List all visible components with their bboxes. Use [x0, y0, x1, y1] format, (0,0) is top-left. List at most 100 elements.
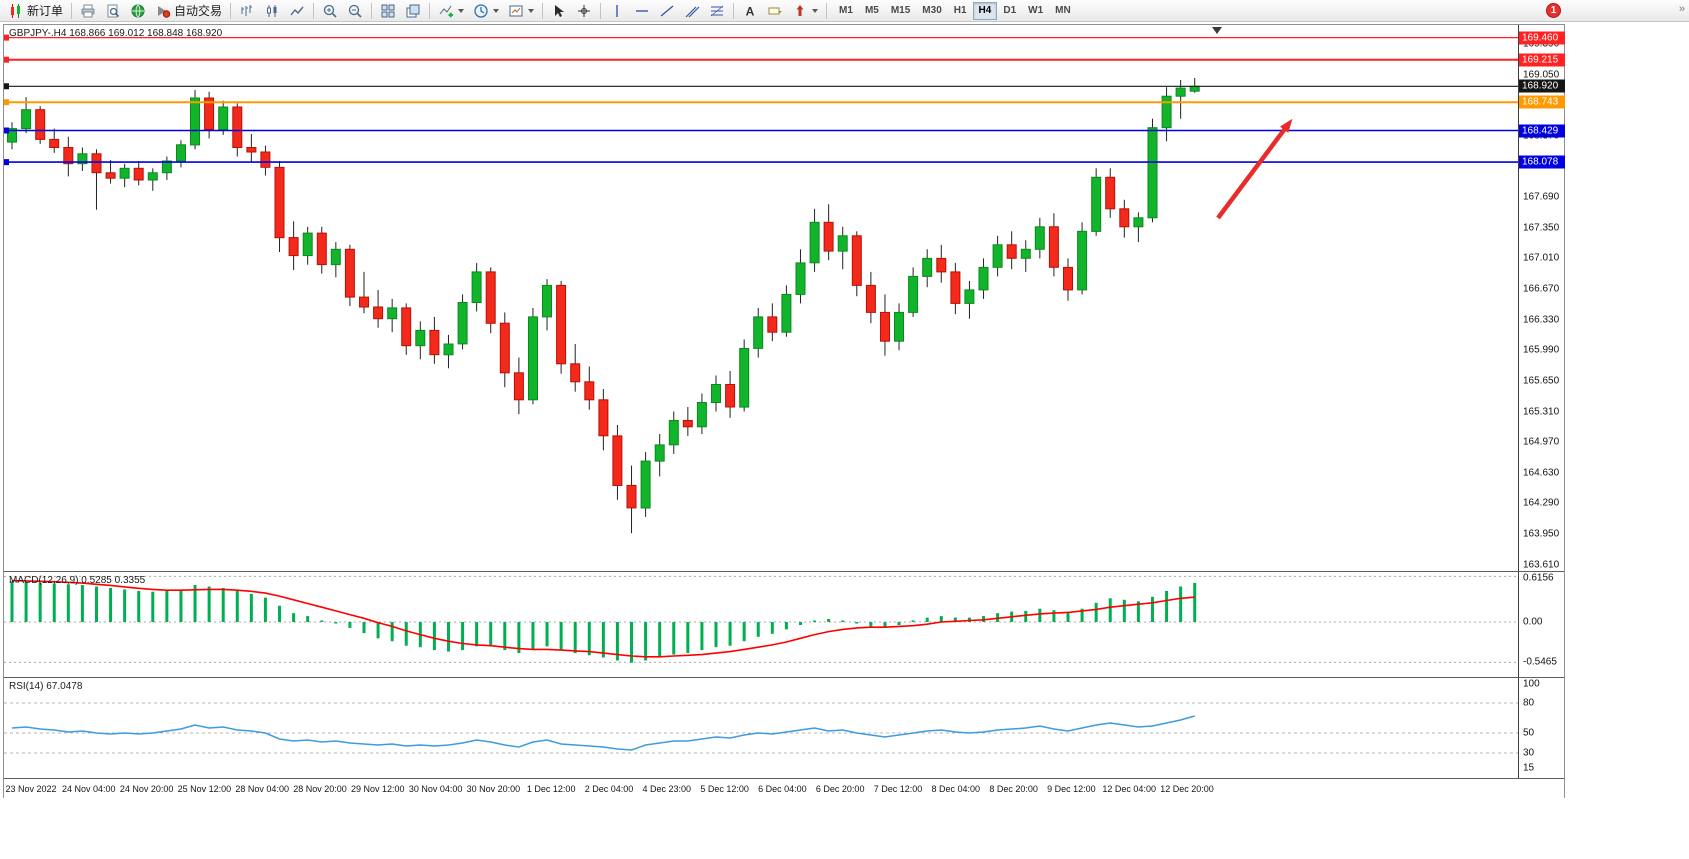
macd-tick-label: 0.6156 [1523, 572, 1554, 584]
time-tick-label: 1 Dec 12:00 [526, 784, 576, 794]
indicators-button[interactable] [434, 1, 468, 21]
printer-icon [80, 3, 96, 19]
periods-button[interactable] [469, 1, 503, 21]
price-tick-label: 167.010 [1523, 252, 1560, 264]
tile-windows-button[interactable] [376, 1, 400, 21]
timeframe-h4-button[interactable]: H4 [972, 1, 998, 20]
print-button[interactable] [76, 1, 100, 21]
crosshair-tool-button[interactable] [572, 1, 596, 21]
time-tick-label: 28 Nov 20:00 [293, 784, 347, 794]
toolbar-overflow-icon[interactable]: » [1678, 3, 1685, 15]
time-tick-label: 8 Dec 04:00 [931, 784, 981, 794]
text-icon: A [742, 3, 758, 19]
toolbar-separator [733, 2, 735, 19]
time-tick-label: 23 Nov 2022 [5, 784, 57, 794]
rsi-line [11, 715, 1195, 751]
main-chart-pane[interactable]: GBPJPY-.H4 168.866 169.012 168.848 168.9… [4, 25, 1565, 571]
timeframe-m5-button[interactable]: M5 [864, 5, 879, 16]
timeframe-m30-button[interactable]: M30 [922, 5, 942, 16]
template-icon [508, 3, 524, 19]
text-label-tool-button[interactable] [763, 1, 787, 21]
cascade-windows-button[interactable] [401, 1, 425, 21]
label-icon [767, 3, 783, 19]
macd-axis: 0.6156 0.00 -0.5465 [1518, 572, 1564, 677]
notification-badge[interactable]: 1 [1546, 3, 1561, 18]
timeframe-toolbar: M1 M5 M15 M30 H1 H4 D1 W1 MN [833, 1, 1077, 20]
price-tick-label: 165.990 [1523, 344, 1560, 356]
hline-handle [4, 99, 9, 106]
hline-handle [4, 83, 9, 90]
arrows-tool-button[interactable] [788, 1, 822, 21]
pane-splitter[interactable] [4, 677, 1564, 678]
time-tick-label: 9 Dec 12:00 [1047, 784, 1096, 794]
timeframe-d1-button[interactable]: D1 [1003, 5, 1017, 16]
zoom-in-button[interactable] [318, 1, 342, 21]
cursor-tool-button[interactable] [547, 1, 571, 21]
auto-trading-button[interactable]: 自动交易 [151, 1, 226, 21]
candle-bodies [7, 85, 1200, 509]
templates-button[interactable] [504, 1, 538, 21]
toolbar-separator [371, 2, 373, 19]
community-button[interactable] [126, 1, 150, 21]
price-tick-label: 164.970 [1523, 436, 1560, 448]
timeframe-m1-button[interactable]: M1 [839, 5, 853, 16]
arrow-shapes-icon [792, 3, 808, 19]
clock-icon [473, 3, 489, 19]
candlestick-chart-icon [264, 3, 280, 19]
trendline-icon [659, 3, 675, 19]
cursor-icon [551, 3, 567, 19]
timeframe-m15-button[interactable]: M15 [890, 5, 911, 16]
vertical-line-tool-button[interactable] [605, 1, 629, 21]
time-tick-label: 25 Nov 12:00 [177, 784, 232, 794]
time-tick-label: 7 Dec 12:00 [873, 784, 923, 794]
toolbar-separator [313, 2, 315, 19]
print-preview-icon [105, 3, 121, 19]
periods-caret-icon [493, 8, 500, 13]
candlestick-plot[interactable] [4, 25, 1519, 571]
timeframe-w1-button[interactable]: W1 [1028, 5, 1044, 16]
toolbar-separator [600, 2, 602, 19]
price-line-label: 168.429 [1519, 124, 1565, 137]
new-order-button[interactable]: 新订单 [4, 1, 67, 21]
toolbar-separator [542, 2, 544, 19]
timeframe-mn-button[interactable]: MN [1055, 5, 1071, 16]
zoom-in-icon [322, 3, 338, 19]
channel-tool-button[interactable] [680, 1, 704, 21]
cascade-windows-icon [405, 3, 421, 19]
pane-splitter [4, 778, 1564, 779]
time-tick-label: 12 Dec 20:00 [1160, 784, 1214, 794]
price-line-label: 169.215 [1519, 53, 1565, 67]
channel-icon [684, 3, 700, 19]
macd-plot [4, 575, 1519, 663]
time-tick-label: 29 Nov 12:00 [351, 784, 405, 794]
trend-arrow-head [1280, 118, 1293, 133]
toolbar-separator [71, 2, 73, 19]
horizontal-line-tool-button[interactable] [630, 1, 654, 21]
fibonacci-icon [709, 3, 725, 19]
price-tick-label: 166.670 [1523, 283, 1560, 295]
toolbar-separator [429, 2, 431, 19]
pane-splitter[interactable] [4, 571, 1564, 572]
auto-trading-icon [155, 3, 171, 19]
print-preview-button[interactable] [101, 1, 125, 21]
rsi-pane[interactable]: RSI(14) 67.0478 100 80 50 30 15 [4, 678, 1564, 778]
fibonacci-tool-button[interactable] [705, 1, 729, 21]
arrows-caret-icon [812, 8, 819, 13]
timeframe-h1-button[interactable]: H1 [953, 5, 967, 16]
zoom-out-button[interactable] [343, 1, 367, 21]
time-axis[interactable]: 23 Nov 2022 24 Nov 04:00 24 Nov 20:00 25 No… [4, 779, 1564, 799]
macd-pane[interactable]: MACD(12,26,9) 0.5285 0.3355 0.6156 0.00 -0… [4, 572, 1564, 677]
new-order-icon [8, 3, 24, 19]
globe-icon [130, 3, 146, 19]
chart-window: GBPJPY-.H4 168.866 169.012 168.848 168.9… [3, 24, 1565, 799]
trendline-tool-button[interactable] [655, 1, 679, 21]
bar-chart-mode-button[interactable] [235, 1, 259, 21]
crosshair-icon [576, 3, 592, 19]
text-tool-button[interactable]: A [738, 1, 762, 21]
candlestick-mode-button[interactable] [260, 1, 284, 21]
price-axis[interactable]: 169.390169.050168.370167.690167.350167.0… [1518, 25, 1565, 571]
toolbar-separator [826, 2, 828, 19]
line-chart-mode-button[interactable] [285, 1, 309, 21]
price-line-label: 168.078 [1519, 155, 1565, 169]
trend-arrow[interactable] [1216, 125, 1289, 220]
